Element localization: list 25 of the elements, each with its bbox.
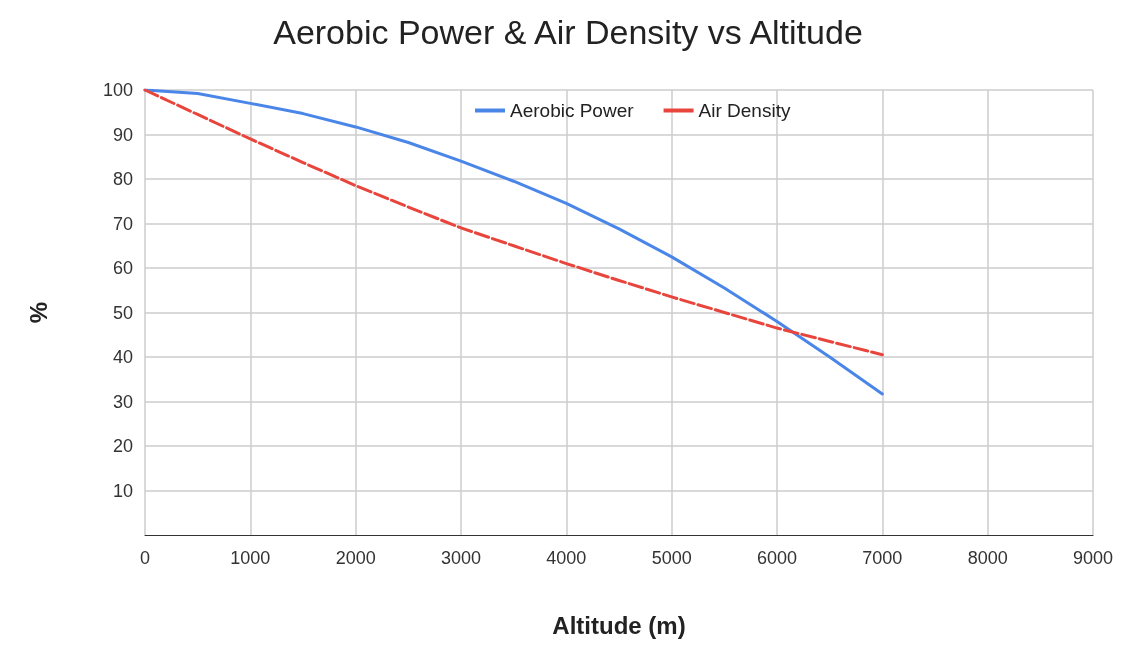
y-tick-label: 10 bbox=[112, 480, 133, 501]
x-tick-label: 7000 bbox=[862, 548, 903, 568]
x-tick-label: 9000 bbox=[1072, 548, 1114, 568]
y-tick-label: 100 bbox=[102, 80, 133, 100]
legend-label: Air Density bbox=[698, 100, 791, 121]
x-tick-label: 5000 bbox=[651, 548, 692, 568]
x-tick-label: 1000 bbox=[230, 548, 271, 568]
legend-label: Aerobic Power bbox=[510, 100, 635, 121]
x-tick-label: 0 bbox=[139, 548, 151, 568]
y-tick-label: 40 bbox=[112, 347, 133, 367]
y-tick-label: 90 bbox=[112, 124, 133, 145]
y-tick-label: 70 bbox=[112, 213, 133, 234]
x-tick-label: 2000 bbox=[335, 548, 376, 568]
x-tick-label: 8000 bbox=[967, 548, 1008, 568]
y-tick-label: 20 bbox=[112, 436, 133, 456]
x-tick-label: 4000 bbox=[546, 548, 587, 568]
x-tick-label: 3000 bbox=[440, 548, 482, 568]
y-tick-label: 50 bbox=[112, 302, 133, 323]
x-tick-label: 6000 bbox=[756, 548, 798, 568]
chart-title: Aerobic Power & Air Density vs Altitude bbox=[273, 13, 863, 51]
y-tick-label: 80 bbox=[112, 169, 133, 189]
y-tick-label: 60 bbox=[112, 258, 133, 278]
y-axis-title: % bbox=[24, 301, 52, 324]
x-axis-title: Altitude (m) bbox=[552, 611, 686, 639]
y-tick-label: 30 bbox=[112, 391, 133, 412]
